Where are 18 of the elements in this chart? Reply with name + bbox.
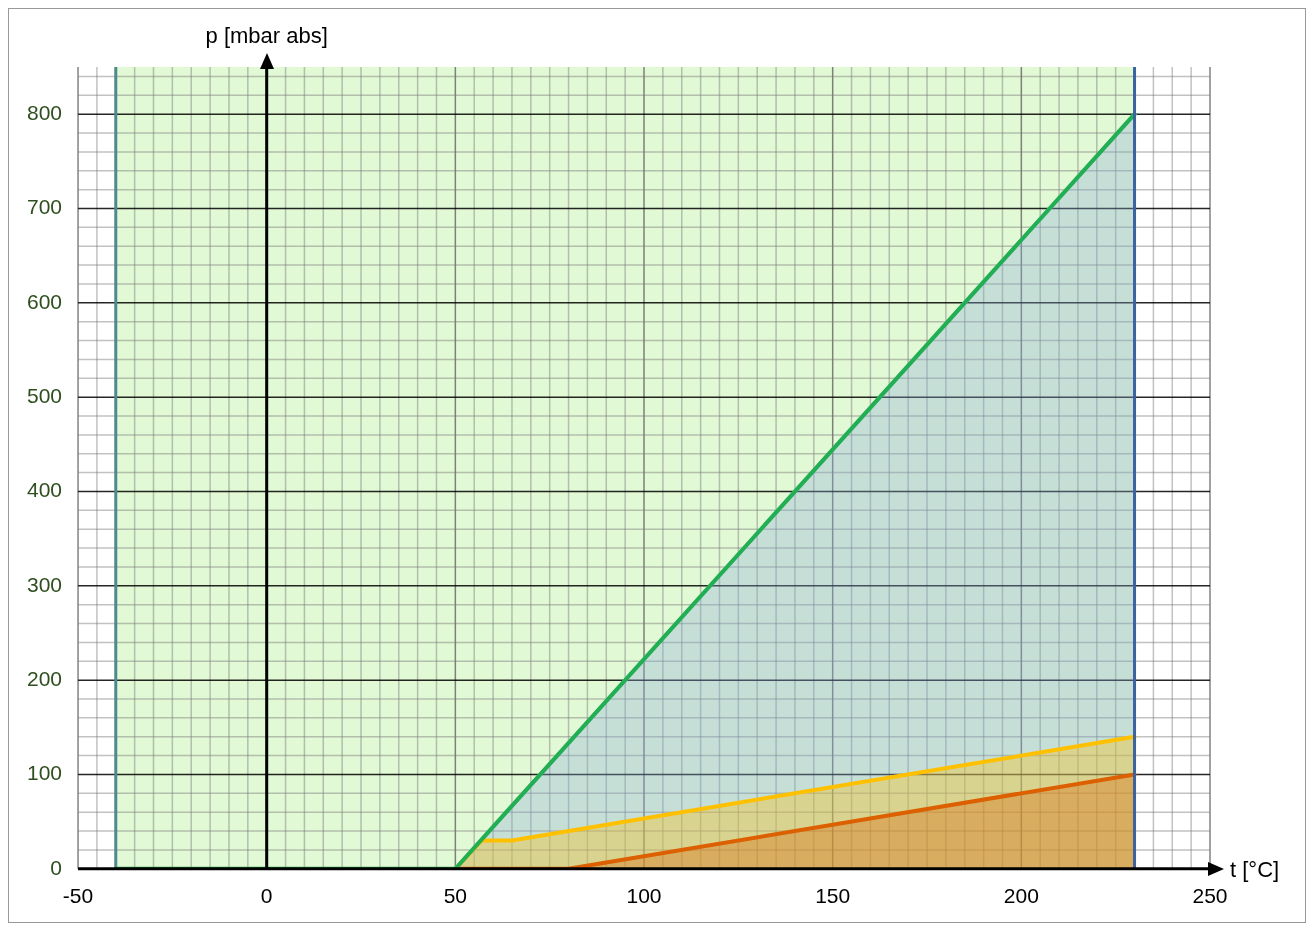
y-tick-label: 0 bbox=[50, 855, 63, 879]
x-tick-label: 200 bbox=[1003, 884, 1039, 908]
x-tick-label: 50 bbox=[443, 884, 468, 908]
y-tick-label: 200 bbox=[26, 666, 63, 690]
x-axis-title: t [°C] bbox=[1230, 856, 1280, 882]
x-tick-label: 150 bbox=[815, 884, 851, 908]
x-tick-label: -50 bbox=[62, 884, 94, 908]
y-tick-label: 800 bbox=[26, 100, 63, 124]
y-tick-label: 400 bbox=[26, 478, 63, 502]
y-tick-label: 500 bbox=[26, 383, 63, 407]
y-tick-label: 100 bbox=[26, 761, 63, 785]
x-tick-label: 0 bbox=[260, 884, 273, 908]
y-tick-label: 600 bbox=[26, 289, 63, 313]
y-tick-label: 700 bbox=[26, 195, 63, 219]
y-tick-label: 300 bbox=[26, 572, 63, 596]
y-axis-title: p [mbar abs] bbox=[205, 23, 328, 49]
x-tick-label: 100 bbox=[626, 884, 662, 908]
x-tick-label: 250 bbox=[1192, 884, 1228, 908]
